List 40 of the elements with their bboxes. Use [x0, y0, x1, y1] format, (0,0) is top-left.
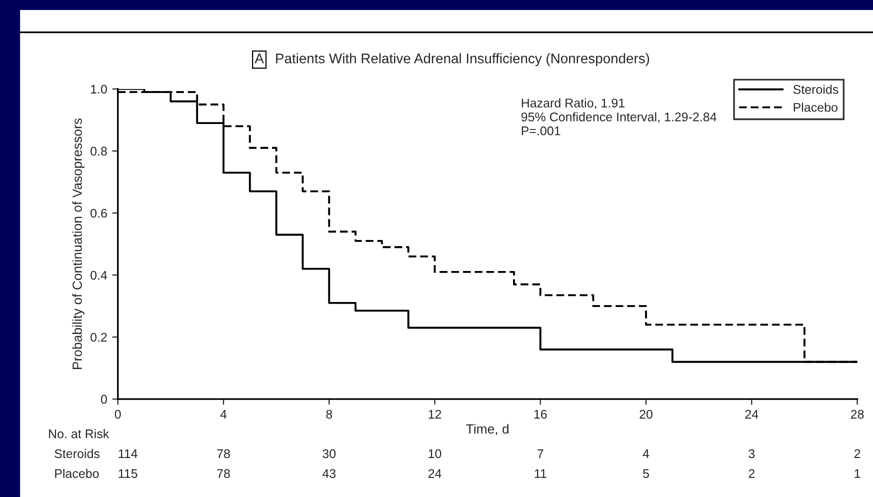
legend-label: Placebo — [794, 102, 838, 112]
y-tick-label: 0.4 — [90, 270, 108, 280]
text: 3 — [748, 449, 755, 458]
text: 7 — [538, 449, 544, 458]
y-tick-label: 0.8 — [90, 146, 107, 156]
x-tick-label: 8 — [326, 410, 332, 419]
text: 114 — [118, 449, 138, 458]
x-tick-label: 16 — [534, 410, 547, 419]
text: 5 — [643, 469, 649, 478]
text: 10 — [428, 449, 442, 458]
legend-label: Steroids — [793, 84, 838, 94]
text: 78 — [217, 469, 230, 478]
text: 1 — [854, 469, 860, 478]
x-tick-label: 28 — [850, 410, 864, 419]
x-tick-label: 0 — [114, 410, 121, 419]
y-axis-title: Probability of Continuation of Vasopressors — [72, 118, 85, 369]
text: 43 — [322, 469, 336, 478]
text: No. at Risk — [49, 429, 110, 438]
text: 11 — [534, 469, 546, 478]
x-tick-label: 4 — [220, 410, 227, 419]
text: 24 — [428, 469, 442, 478]
annotation: Hazard Ratio, 1.91 95% Confidence Interval, 1.29-2.84 P=.001 — [521, 98, 716, 136]
x-tick-label: 24 — [745, 410, 758, 419]
chart-subtitle: A — [254, 54, 264, 64]
y-tick-label: 0.6 — [90, 208, 107, 218]
text: Steroids — [54, 448, 100, 458]
y-tick-label: 0 — [100, 394, 107, 404]
text: Placebo — [55, 468, 99, 478]
text: 2 — [854, 449, 860, 458]
x-tick-label: 20 — [640, 410, 652, 419]
text: 30 — [322, 449, 336, 458]
x-axis-title: Time, d — [466, 424, 508, 436]
y-tick-label: 0.2 — [90, 332, 107, 342]
x-tick-label: 12 — [428, 410, 442, 419]
chart-title: Patients With Relative Adrenal Insufficiency (Nonresponders) — [276, 53, 650, 66]
y-tick-label: 1.0 — [91, 84, 107, 94]
text: 115 — [118, 469, 138, 478]
text: 4 — [642, 449, 650, 458]
text: 78 — [217, 449, 230, 458]
text: 2 — [748, 469, 754, 478]
